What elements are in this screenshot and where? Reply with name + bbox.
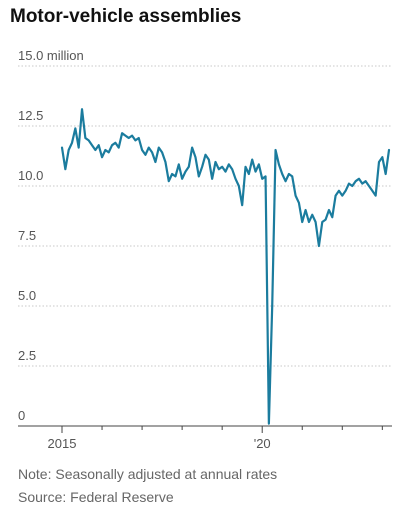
gridlines (18, 65, 392, 367)
y-tick-label: 10.0 (18, 168, 43, 183)
note-text: Note: Seasonally adjusted at annual rate… (18, 466, 278, 482)
x-axis (18, 425, 392, 433)
chart-title: Motor-vehicle assemblies (10, 6, 242, 27)
line-chart: 15.0 million 12.5 10.0 7.5 5.0 2.5 0 2015 '20 (18, 48, 392, 451)
x-tick-label: '20 (254, 436, 271, 451)
y-tick-label: 2.5 (18, 348, 36, 363)
y-axis-labels: 15.0 million 12.5 10.0 7.5 5.0 2.5 0 (18, 48, 84, 423)
series-line (60, 108, 391, 425)
y-tick-label: 15.0 million (18, 48, 84, 63)
y-tick-label: 12.5 (18, 108, 43, 123)
y-tick-label: 7.5 (18, 228, 36, 243)
source-text: Source: Federal Reserve (18, 489, 174, 505)
y-tick-label: 0 (18, 408, 25, 423)
x-axis-labels: 2015 '20 (48, 436, 271, 451)
y-tick-label: 5.0 (18, 288, 36, 303)
x-tick-label: 2015 (48, 436, 77, 451)
